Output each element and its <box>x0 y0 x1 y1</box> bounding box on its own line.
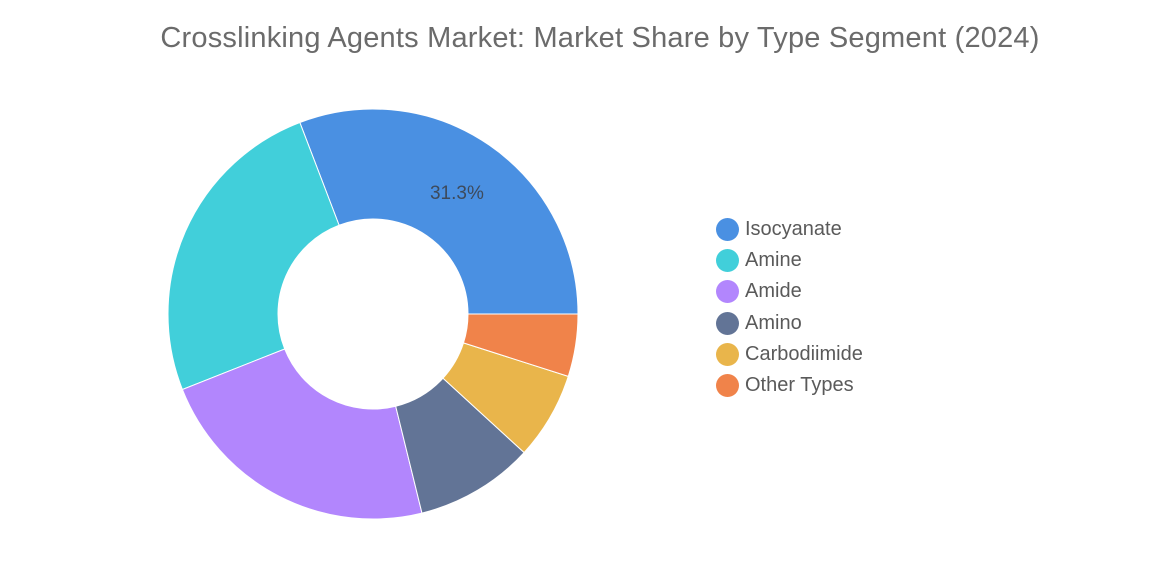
legend-item-other-types[interactable]: Other Types <box>716 370 863 401</box>
legend-label: Isocyanate <box>745 218 842 241</box>
donut-slice-amine[interactable] <box>167 121 340 391</box>
donut-slice-isocyanate[interactable] <box>299 108 579 315</box>
legend-item-carbodiimide[interactable]: Carbodiimide <box>716 339 863 370</box>
legend-label: Amine <box>745 249 802 272</box>
donut-slice-amide[interactable] <box>181 348 423 520</box>
legend-label: Carbodiimide <box>745 342 863 365</box>
legend-swatch <box>716 311 739 335</box>
legend-item-isocyanate[interactable]: Isocyanate <box>716 214 863 245</box>
legend-label: Other Types <box>745 374 854 397</box>
donut-slices <box>167 108 579 520</box>
donut-slice-other-types[interactable] <box>462 313 579 378</box>
legend-swatch <box>716 280 739 304</box>
legend-label: Amino <box>745 311 802 334</box>
legend-swatch <box>716 249 739 273</box>
slice-label-isocyanate: 31.3% <box>430 183 484 204</box>
legend-swatch <box>716 342 739 366</box>
slice-labels: 31.3% <box>430 183 484 204</box>
legend-swatch <box>716 218 739 242</box>
legend-item-amine[interactable]: Amine <box>716 245 863 276</box>
legend-item-amide[interactable]: Amide <box>716 276 863 307</box>
legend-label: Amide <box>745 280 802 303</box>
chart-legend: Isocyanate Amine Amide Amino Carbodiimide Oth… <box>716 214 863 401</box>
legend-swatch <box>716 374 739 398</box>
legend-item-amino[interactable]: Amino <box>716 308 863 339</box>
chart-title: Crosslinking Agents Market: Market Share… <box>160 22 1040 54</box>
